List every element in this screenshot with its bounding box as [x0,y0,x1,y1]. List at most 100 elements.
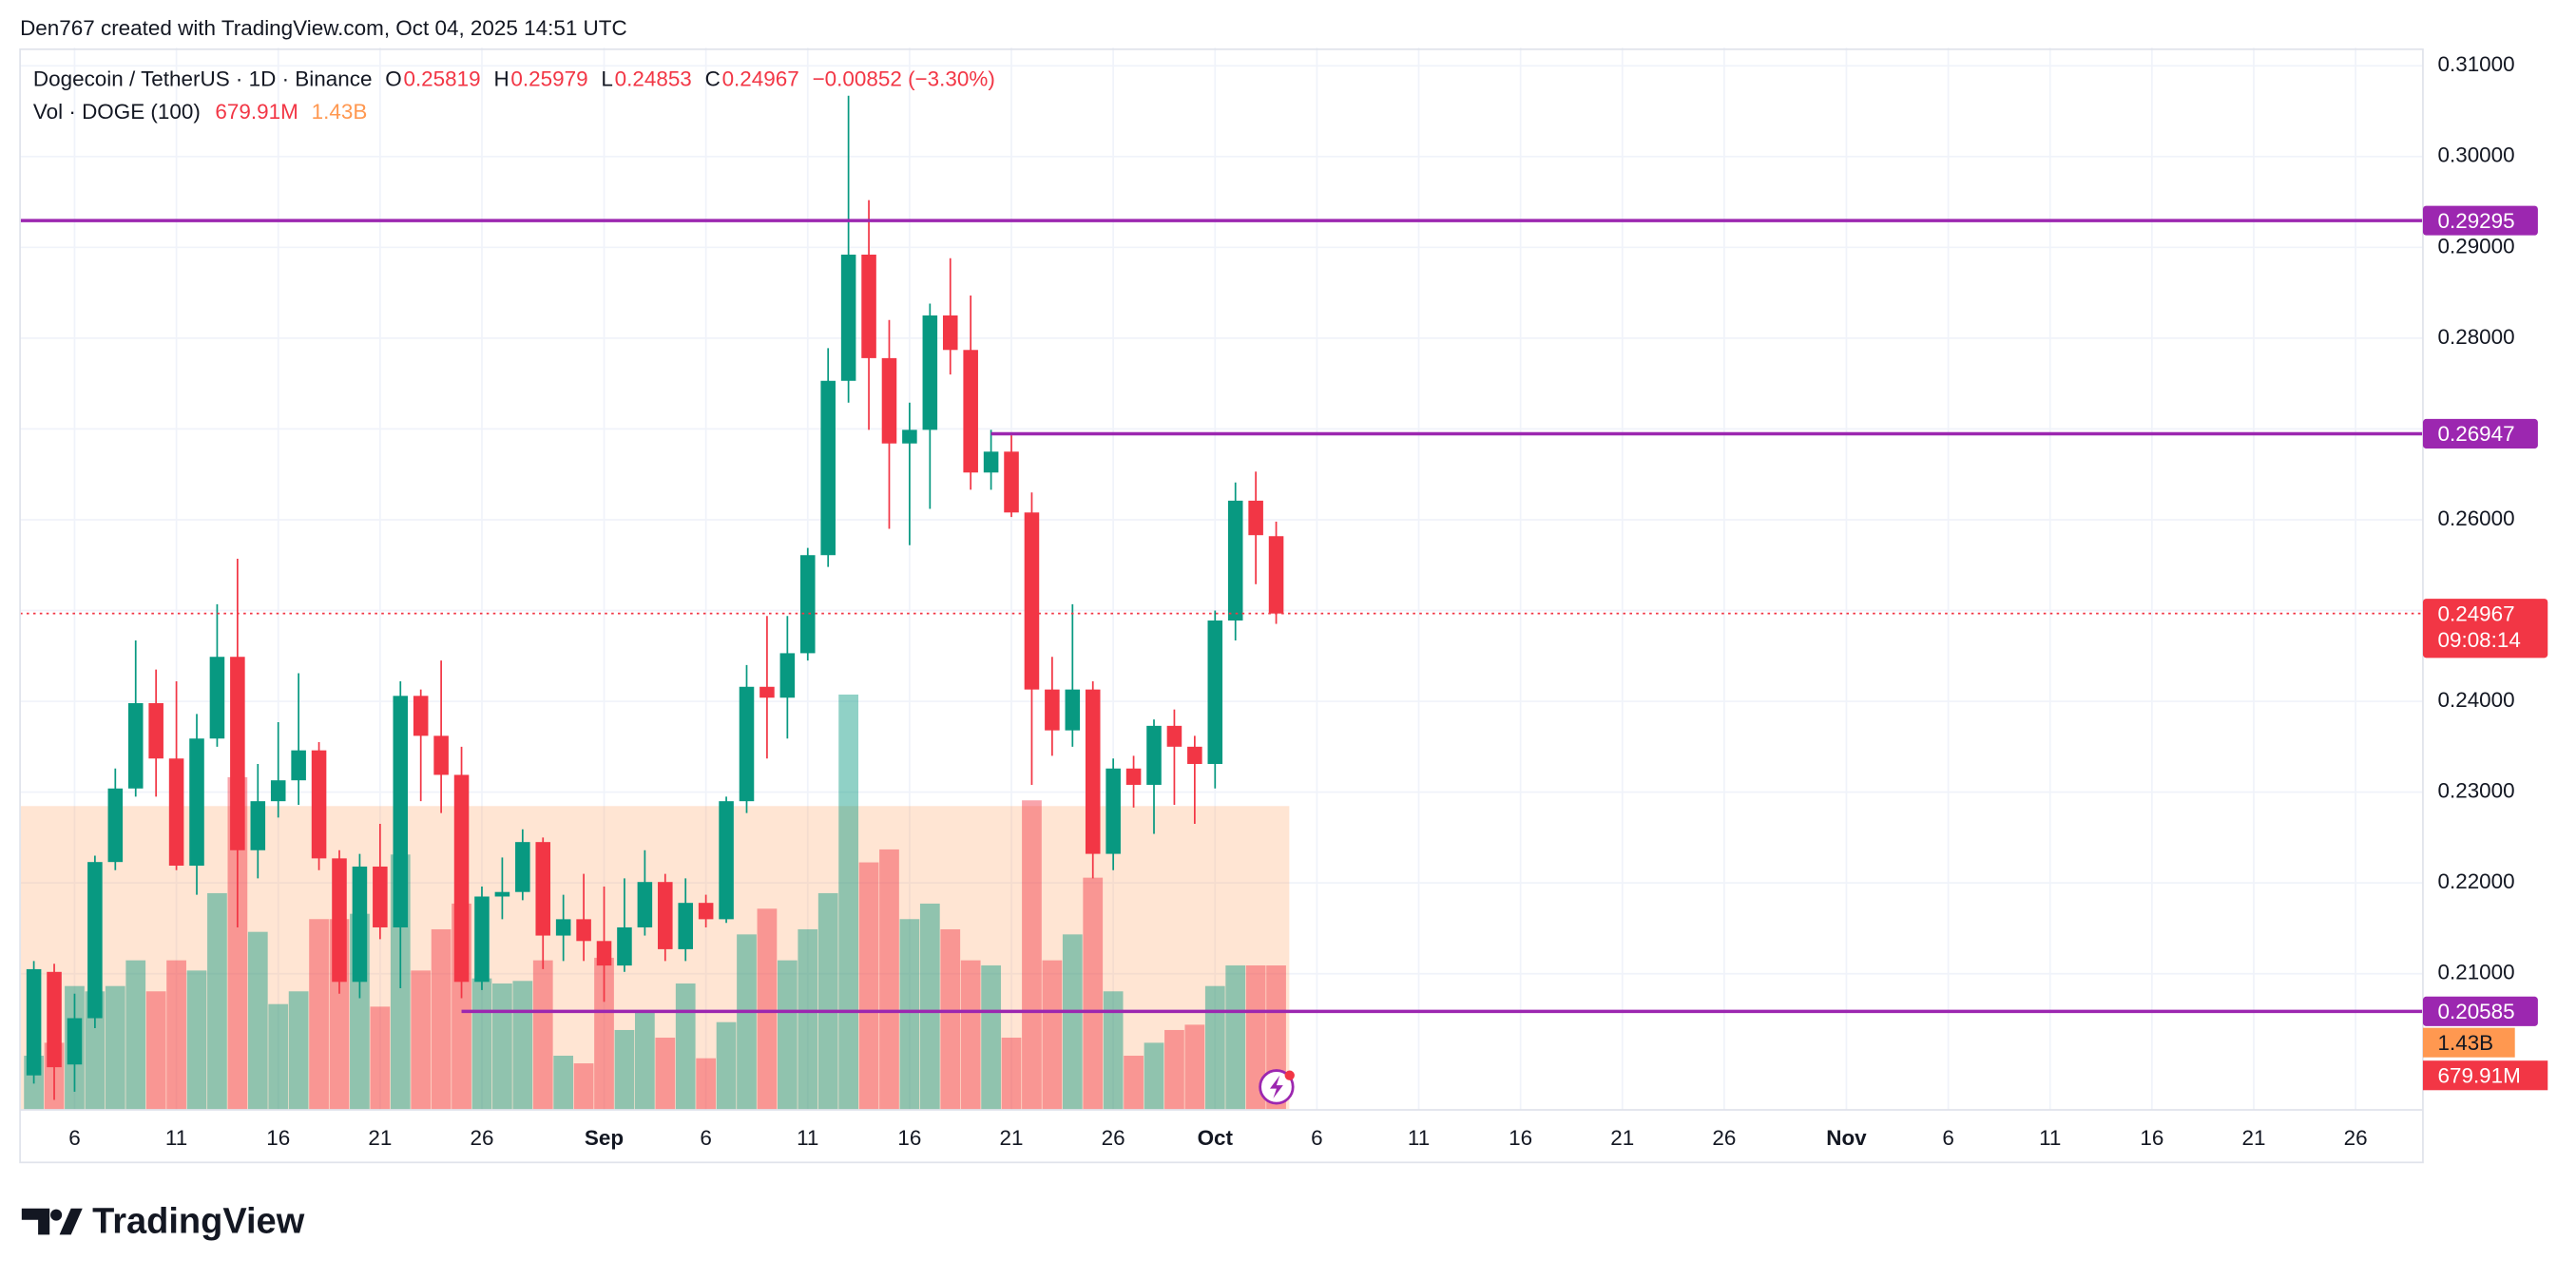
x-tick-label: 21 [1000,1126,1024,1150]
candle-body [270,780,286,802]
y-tick-label: 0.23000 [2437,779,2514,803]
x-tick-label: 16 [1509,1126,1532,1150]
legend-c: C [705,67,721,91]
volume-bar [817,892,838,1111]
x-tick-label: 16 [2140,1126,2163,1150]
volume-bar [981,964,1001,1111]
candle-body [1024,512,1040,690]
volume-bar [411,970,432,1111]
lightning-icon [1259,1069,1295,1105]
volume-bar [1083,877,1104,1111]
volume-bar [532,960,553,1111]
volume-bar [145,991,166,1111]
volume-bar [309,919,329,1111]
x-tick-label: 11 [165,1126,187,1150]
volume-bar [1184,1024,1205,1111]
candle-body [840,254,856,381]
legend-h: H [493,67,509,91]
volume-bar [1164,1029,1184,1111]
candle-body [230,657,245,850]
legend-low: 0.24853 [615,67,692,91]
x-tick-label: 21 [368,1126,392,1150]
x-tick-label: Nov [1826,1126,1867,1150]
x-tick-label: 6 [700,1126,712,1150]
volume-tag-label: 679.91M [2437,1063,2520,1087]
x-tick-label: 11 [797,1126,818,1150]
x-tick-label: 21 [2241,1126,2265,1150]
volume-ma-area [20,806,1290,1111]
volume-bar [716,1021,737,1111]
candle-body [942,315,958,351]
volume-bar [635,1011,655,1111]
candle-body [26,968,42,1076]
candle-body [535,842,551,936]
volume-bar [105,985,125,1111]
candle-body [433,735,449,775]
candle-body [1105,768,1121,854]
icon-dot [1284,1070,1295,1080]
volume-bar [1001,1038,1022,1111]
candle-body [47,971,62,1068]
volume-bar [858,862,879,1111]
y-tick-label: 0.31000 [2437,52,2514,76]
legend-close: 0.24967 [722,67,799,91]
candle-body [373,866,388,927]
level-tag-label: 0.26947 [2437,422,2514,446]
legend-o: O [385,67,401,91]
volume-bar [573,1063,594,1111]
x-tick-label: 26 [2344,1126,2368,1150]
candle-body [1187,746,1202,764]
volume-bar [207,892,227,1111]
y-tick-label: 0.29000 [2437,234,2514,258]
candle-body [1085,689,1101,854]
volume-bar [553,1056,574,1111]
volume-tag [2422,1060,2548,1091]
candle-body [759,686,775,698]
level-tag-label: 0.20585 [2437,1000,2514,1023]
volume-bar [166,960,186,1111]
candle-body [555,919,571,936]
x-tick-label: 16 [266,1126,290,1150]
logo: TradingView [21,1201,305,1241]
volume-bar [675,983,696,1111]
credit: Den767 created with TradingView.com, Oct… [20,16,627,40]
candle-body [393,696,409,927]
x-tick-label: 6 [1942,1126,1953,1150]
candle-body [1166,725,1182,747]
legend-l: L [601,67,613,91]
volume-bar [940,928,961,1111]
volume-bar [614,1029,635,1111]
candle-body [799,555,816,654]
candle-body [1065,689,1081,731]
volume-bar [899,919,920,1111]
volume-bar [492,983,512,1111]
legend-volume: 679.91M [215,100,298,124]
volume-bar [696,1058,717,1111]
volume-bar [594,957,614,1111]
icon-bolt [1269,1075,1283,1098]
candle-body [209,657,225,739]
candle-body [189,738,204,867]
candle-body [881,357,897,444]
candle-body [67,1018,83,1065]
legend-change: −0.00852 (−3.30%) [813,67,995,91]
legend-open: 0.25819 [403,67,480,91]
candle-body [332,858,347,983]
y-tick-label: 0.28000 [2437,325,2514,349]
legend-volume-ma: 1.43B [312,100,368,124]
volume-bar [798,928,818,1111]
volume-bar [879,849,899,1111]
legend-high: 0.25979 [510,67,587,91]
volume-bar [431,928,452,1111]
candle-body [698,903,714,920]
candle-body [515,842,530,892]
volume-pane [20,694,1290,1111]
x-tick-label: 26 [1712,1126,1736,1150]
volume-bar [227,776,248,1111]
volume-bar [737,934,757,1111]
candle-body [291,750,306,781]
volume-bar [1245,964,1266,1111]
